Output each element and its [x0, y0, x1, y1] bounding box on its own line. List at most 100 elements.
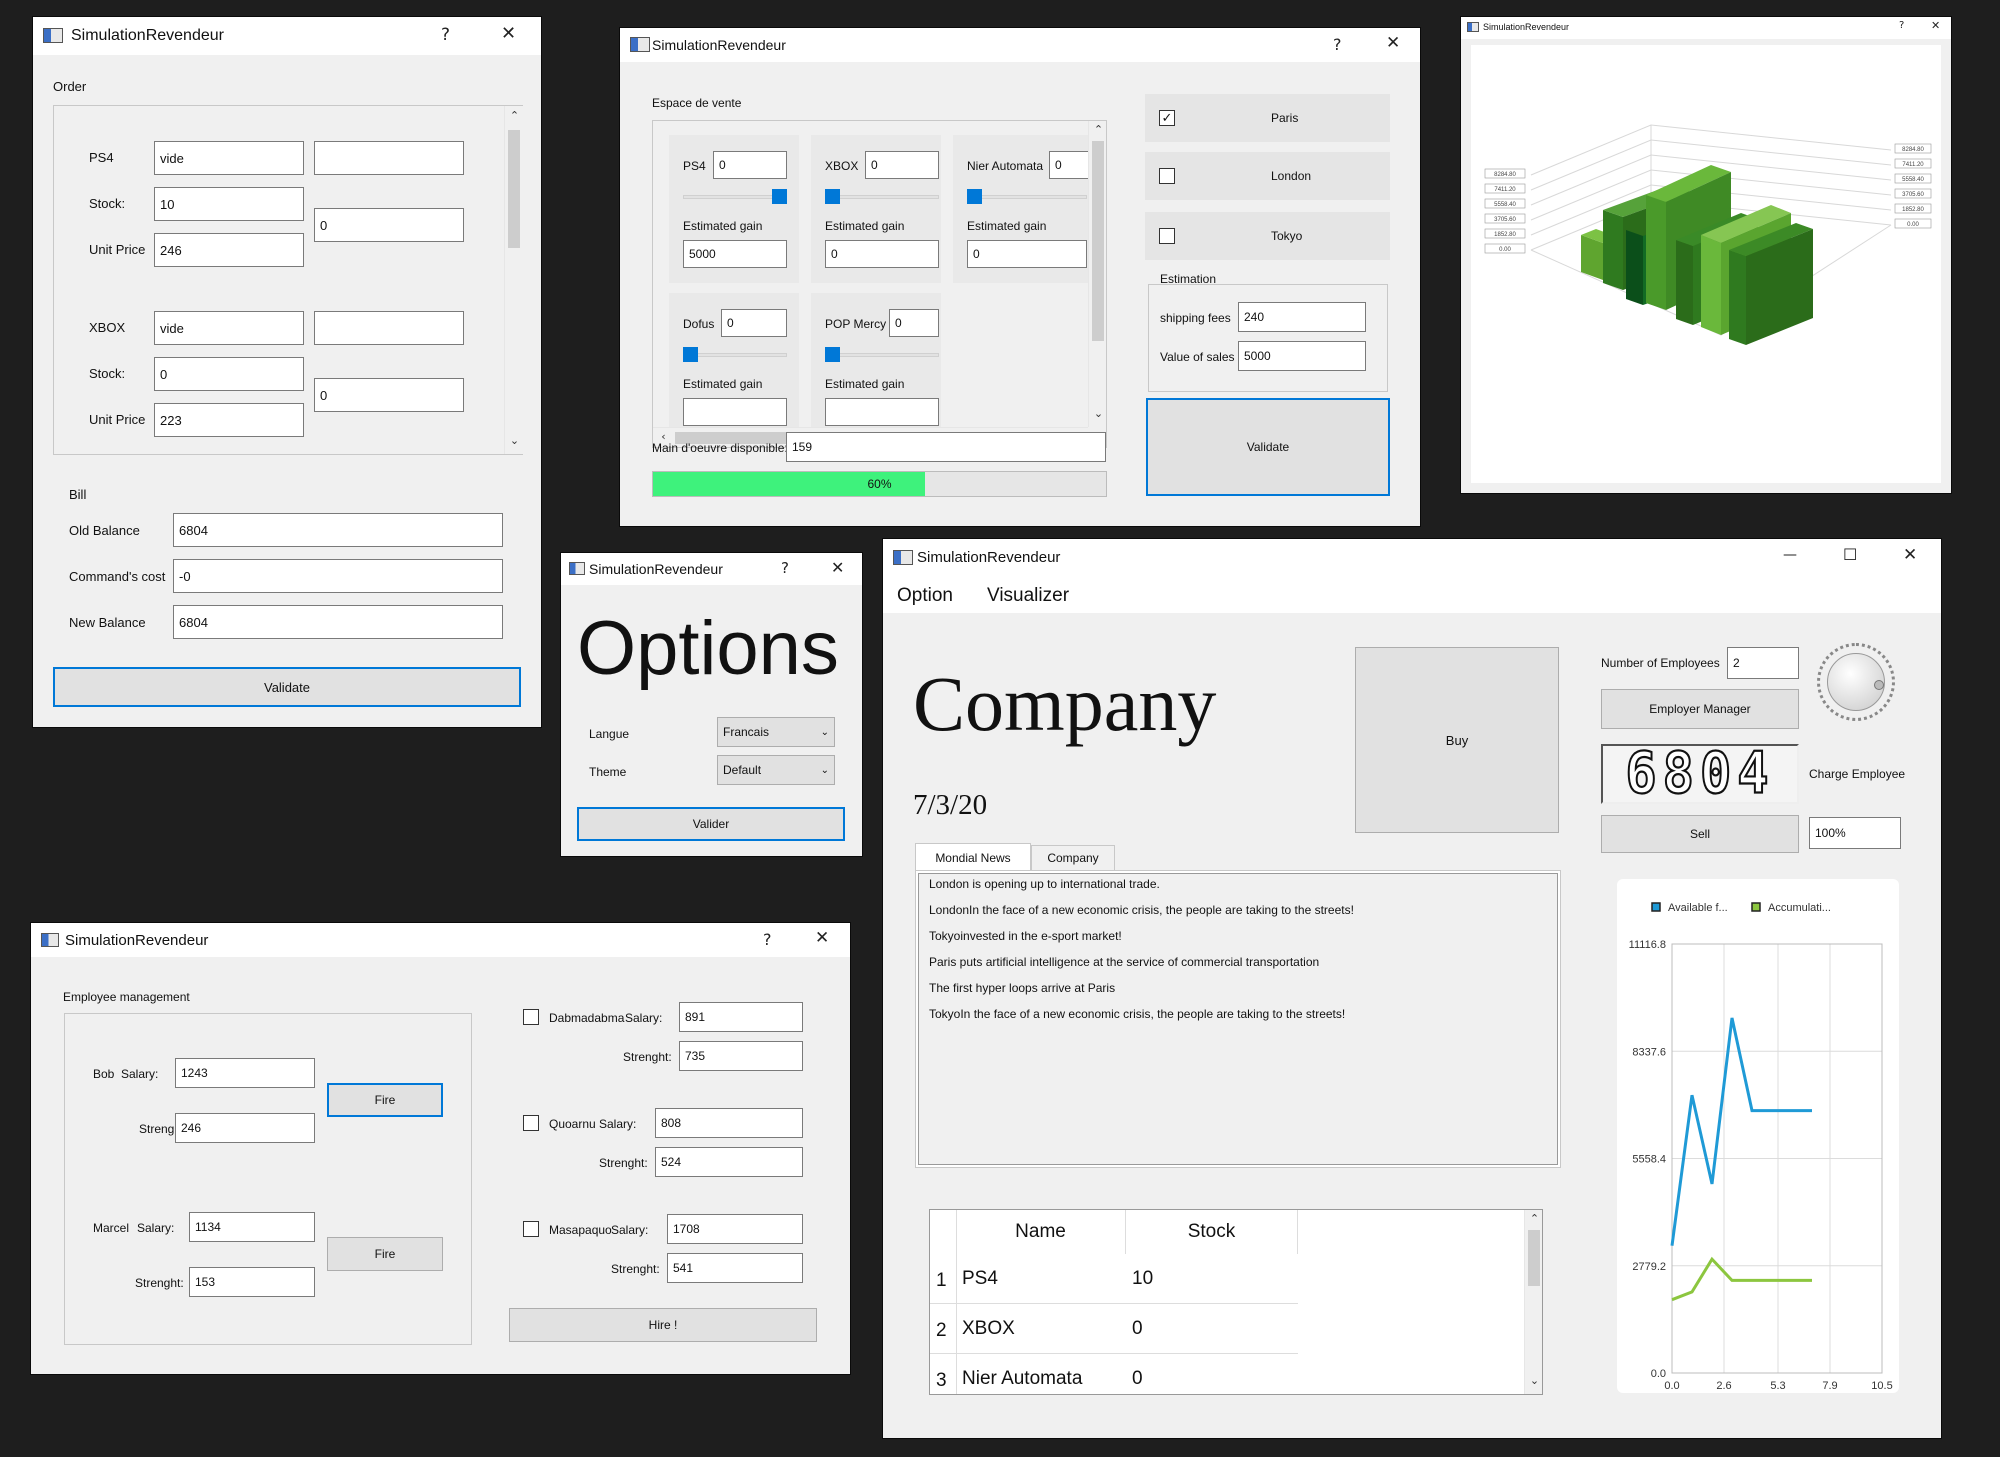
stock-input[interactable]: 10 — [154, 187, 304, 221]
scroll-down-icon[interactable]: ⌄ — [509, 434, 520, 447]
sell-slider[interactable] — [825, 195, 939, 199]
salary-input[interactable]: 1708 — [667, 1214, 803, 1244]
estimated-gain-input[interactable] — [683, 398, 787, 426]
city-row-paris[interactable]: ✓ Paris — [1145, 94, 1390, 142]
order-scrollbar[interactable]: ⌃ ⌄ — [504, 106, 523, 454]
scroll-left-icon[interactable]: ‹ — [661, 430, 666, 443]
old-balance-input[interactable]: 6804 — [173, 513, 503, 547]
salary-input[interactable]: 808 — [655, 1108, 803, 1138]
table-scrollbar[interactable]: ⌃ ⌄ — [1524, 1210, 1542, 1394]
close-icon[interactable]: ✕ — [1931, 19, 1941, 32]
maximize-icon[interactable]: ☐ — [1843, 545, 1858, 564]
strength-input[interactable]: 153 — [189, 1267, 315, 1297]
salary-input[interactable]: 891 — [679, 1002, 803, 1032]
sell-quantity-input[interactable]: 0 — [889, 309, 939, 337]
scroll-down-icon[interactable]: ⌄ — [1529, 1374, 1540, 1387]
sell-button[interactable]: Sell — [1601, 815, 1799, 853]
estimated-gain-input[interactable] — [825, 398, 939, 426]
sell-quantity-input[interactable]: 0 — [721, 309, 787, 337]
table-row[interactable]: 2 XBOX 0 — [930, 1304, 1298, 1354]
help-icon[interactable]: ? — [763, 930, 772, 949]
minimize-icon[interactable]: — — [1783, 547, 1797, 563]
theme-select[interactable]: Default ⌄ — [717, 755, 835, 785]
candidate-checkbox[interactable] — [523, 1115, 539, 1131]
scroll-down-icon[interactable]: ⌄ — [1093, 407, 1104, 420]
scrollbar-thumb[interactable] — [508, 130, 520, 248]
menu-option[interactable]: Option — [897, 585, 953, 606]
close-icon[interactable]: ✕ — [815, 928, 830, 948]
scrollbar-thumb[interactable] — [1528, 1230, 1540, 1286]
sales-vscrollbar[interactable]: ⌃ ⌄ — [1088, 121, 1106, 427]
scroll-up-icon[interactable]: ⌃ — [1093, 123, 1104, 136]
product-name-input[interactable]: vide — [154, 311, 304, 345]
product-extra-input[interactable] — [314, 141, 464, 175]
help-icon[interactable]: ? — [1899, 20, 1905, 31]
cell-name[interactable]: PS4 — [962, 1268, 998, 1289]
scroll-up-icon[interactable]: ⌃ — [1529, 1212, 1540, 1225]
slider-handle[interactable] — [683, 347, 698, 362]
table-row[interactable]: 3 Nier Automata 0 — [930, 1354, 1298, 1394]
table-row[interactable]: 1 PS4 10 — [930, 1254, 1298, 1304]
fire-button[interactable]: Fire — [327, 1237, 443, 1271]
chart3d-area[interactable]: 8284.80 7411.20 5558.40 3705.60 1852.80 0.00 … — [1471, 45, 1941, 483]
cell-stock[interactable]: 10 — [1132, 1268, 1154, 1289]
sell-slider[interactable] — [967, 195, 1087, 199]
strength-input[interactable]: 524 — [655, 1147, 803, 1177]
sell-percent-input[interactable]: 100% — [1809, 817, 1901, 849]
valider-button[interactable]: Valider — [577, 807, 845, 841]
checkbox[interactable]: ✓ — [1159, 110, 1175, 126]
scroll-up-icon[interactable]: ⌃ — [509, 109, 520, 122]
cell-name[interactable]: Nier Automata — [962, 1368, 1083, 1389]
stock-input[interactable]: 0 — [154, 357, 304, 391]
validate-button[interactable]: Validate — [53, 667, 521, 707]
estimated-gain-input[interactable]: 5000 — [683, 240, 787, 268]
tab-mondial-news[interactable]: Mondial News — [915, 843, 1031, 871]
scrollbar-thumb[interactable] — [1092, 141, 1104, 341]
shipping-input[interactable]: 240 — [1238, 302, 1366, 332]
employees-count-input[interactable]: 2 — [1727, 647, 1799, 679]
close-icon[interactable]: ✕ — [1386, 33, 1401, 53]
cell-name[interactable]: XBOX — [962, 1318, 1015, 1339]
slider-handle[interactable] — [825, 347, 840, 362]
candidate-checkbox[interactable] — [523, 1009, 539, 1025]
unit-price-input[interactable]: 246 — [154, 233, 304, 267]
checkbox[interactable] — [1159, 228, 1175, 244]
workforce-input[interactable]: 159 — [786, 432, 1106, 462]
command-cost-input[interactable]: -0 — [173, 559, 503, 593]
new-balance-input[interactable]: 6804 — [173, 605, 503, 639]
sell-quantity-input[interactable]: 0 — [865, 151, 939, 179]
city-row-london[interactable]: London — [1145, 152, 1390, 200]
tab-company[interactable]: Company — [1031, 845, 1115, 871]
help-icon[interactable]: ? — [1333, 35, 1342, 54]
close-icon[interactable]: ✕ — [1903, 545, 1918, 565]
salary-input[interactable]: 1243 — [175, 1058, 315, 1088]
employer-manager-button[interactable]: Employer Manager — [1601, 689, 1799, 729]
help-icon[interactable]: ? — [441, 25, 451, 45]
product-name-input[interactable]: vide — [154, 141, 304, 175]
slider-handle[interactable] — [825, 189, 840, 204]
order-quantity-input[interactable]: 0 — [314, 378, 464, 412]
sell-slider[interactable] — [825, 353, 939, 357]
table-header-name[interactable]: Name — [956, 1210, 1126, 1254]
hire-button[interactable]: Hire ! — [509, 1308, 817, 1342]
cell-stock[interactable]: 0 — [1132, 1368, 1143, 1389]
table-header-stock[interactable]: Stock — [1126, 1210, 1298, 1254]
strength-input[interactable]: 246 — [175, 1113, 315, 1143]
checkbox[interactable] — [1159, 168, 1175, 184]
sell-quantity-input[interactable]: 0 — [713, 151, 787, 179]
validate-button[interactable]: Validate — [1146, 398, 1390, 496]
close-icon[interactable]: ✕ — [831, 558, 845, 577]
candidate-checkbox[interactable] — [523, 1221, 539, 1237]
estimated-gain-input[interactable]: 0 — [967, 240, 1087, 268]
salary-input[interactable]: 1134 — [189, 1212, 315, 1242]
strength-input[interactable]: 735 — [679, 1041, 803, 1071]
estimated-gain-input[interactable]: 0 — [825, 240, 939, 268]
buy-button[interactable]: Buy — [1355, 647, 1559, 833]
menu-visualizer[interactable]: Visualizer — [987, 585, 1070, 606]
fire-button[interactable]: Fire — [327, 1083, 443, 1117]
order-quantity-input[interactable]: 0 — [314, 208, 464, 242]
slider-handle[interactable] — [967, 189, 982, 204]
close-icon[interactable]: ✕ — [501, 23, 517, 44]
unit-price-input[interactable]: 223 — [154, 403, 304, 437]
city-row-tokyo[interactable]: Tokyo — [1145, 212, 1390, 260]
